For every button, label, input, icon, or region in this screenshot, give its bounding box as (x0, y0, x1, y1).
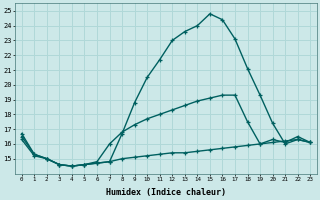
X-axis label: Humidex (Indice chaleur): Humidex (Indice chaleur) (106, 188, 226, 197)
